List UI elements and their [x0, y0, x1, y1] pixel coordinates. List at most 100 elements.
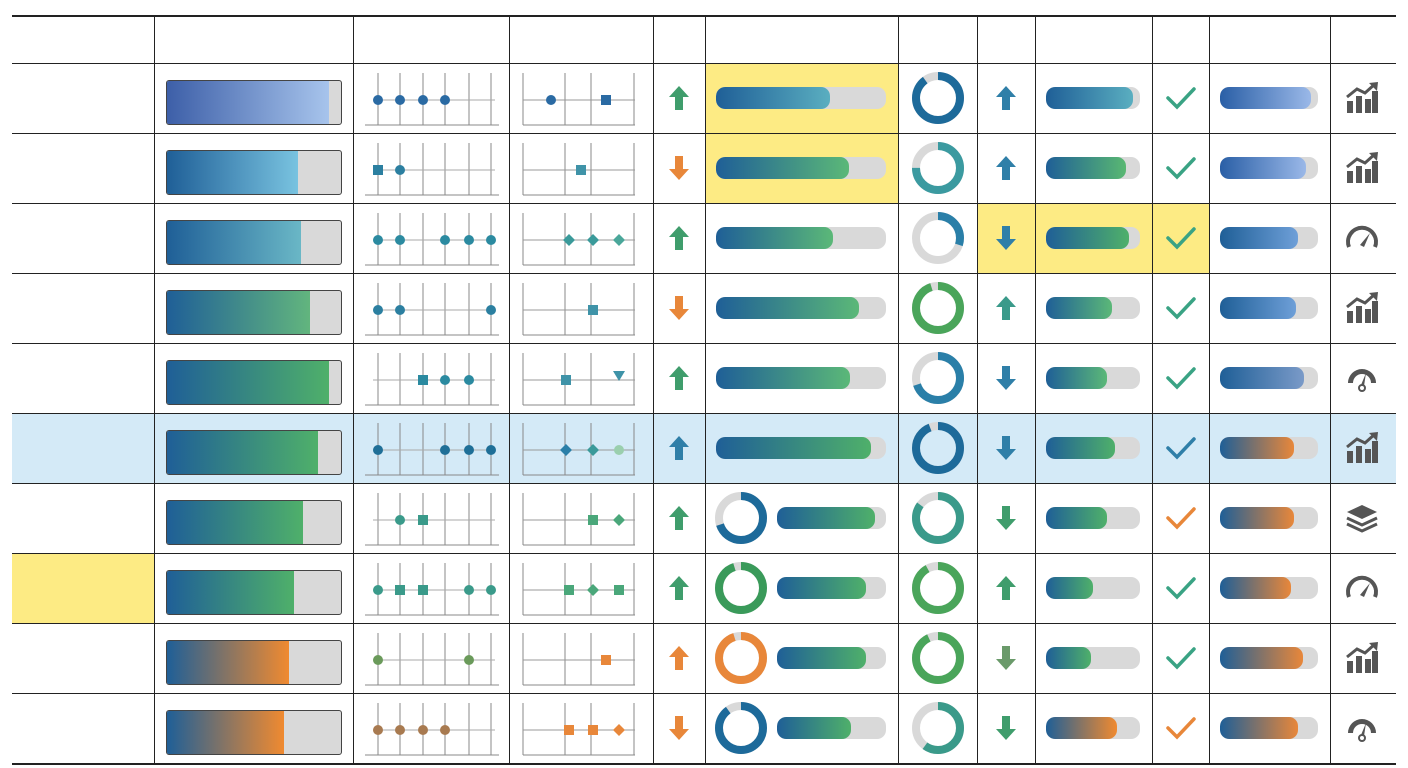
progress-bar-fill	[1046, 87, 1134, 109]
dot-strip	[365, 213, 499, 266]
bar	[1347, 101, 1353, 113]
diamond-marker	[587, 584, 599, 596]
speedometer-icon	[1348, 369, 1376, 392]
progress-ring-arc	[912, 72, 964, 124]
trend-down-icon	[996, 716, 1016, 740]
progress-bar-fill	[1220, 577, 1291, 599]
progress-ring	[912, 212, 964, 264]
progress-bar-fill	[1220, 157, 1307, 179]
progress-ring	[912, 562, 964, 614]
trend-up-icon	[669, 226, 689, 250]
bar	[1372, 161, 1378, 183]
column-divider	[154, 15, 155, 763]
trend-head	[1369, 82, 1378, 91]
check-mark	[1166, 507, 1196, 530]
circle-marker	[373, 95, 383, 105]
progress-bar-fill	[167, 711, 284, 754]
progress-bar-fill	[167, 361, 329, 404]
check-mark	[1166, 367, 1196, 390]
progress-bar-fill	[1220, 227, 1299, 249]
trend-down-icon	[669, 156, 689, 180]
trend-line	[1346, 82, 1377, 99]
trend-up-icon	[996, 576, 1016, 600]
circle-marker	[440, 445, 450, 455]
circle-marker	[464, 445, 474, 455]
gauge-arc	[1346, 225, 1378, 248]
trend-down-icon	[996, 366, 1016, 390]
speed-arc	[1348, 369, 1376, 383]
trend-up-icon-shape	[669, 506, 689, 530]
diamond-marker	[587, 234, 599, 246]
progress-bar	[1220, 87, 1318, 109]
circle-marker	[418, 95, 428, 105]
progress-bar	[716, 437, 886, 459]
bar	[1356, 96, 1362, 113]
progress-ring-arc	[912, 492, 964, 544]
column-divider	[898, 15, 899, 763]
dot-strip	[365, 353, 499, 406]
trend-up-icon-shape	[669, 366, 689, 390]
trend-down-icon	[996, 646, 1016, 670]
trend-up-icon-shape	[669, 646, 689, 670]
column-divider	[705, 15, 706, 763]
header-top-border	[12, 15, 1396, 17]
dot-strip	[365, 563, 499, 616]
circle-marker	[395, 95, 405, 105]
column-divider	[1035, 15, 1036, 763]
trend-line	[1346, 432, 1377, 449]
progress-ring	[912, 282, 964, 334]
chart-growth-icon	[1346, 432, 1378, 463]
bar	[1372, 91, 1378, 113]
square-marker	[418, 375, 428, 385]
circle-marker	[440, 725, 450, 735]
dot-strip	[365, 143, 499, 196]
progress-bar	[716, 227, 886, 249]
bar	[1356, 446, 1362, 463]
progress-bar-fill	[1046, 297, 1112, 319]
row-divider	[12, 343, 1396, 344]
trend-head	[1369, 432, 1378, 441]
mini-chart	[522, 493, 635, 546]
check-icon	[1166, 87, 1196, 110]
progress-bar	[1220, 157, 1318, 179]
progress-bar-fill	[167, 571, 295, 614]
dot-strip	[365, 283, 499, 336]
progress-bar-fill	[1220, 437, 1294, 459]
row-divider	[12, 553, 1396, 554]
progress-bar	[1046, 297, 1140, 319]
progress-ring-arc	[715, 562, 767, 614]
progress-bar-fill	[167, 641, 289, 684]
progress-bar	[1046, 437, 1140, 459]
dot-strip	[365, 423, 499, 476]
bar	[1365, 169, 1371, 183]
square-marker	[601, 95, 611, 105]
progress-bar	[166, 570, 342, 615]
trend-line	[1346, 152, 1377, 169]
diamond-marker	[613, 514, 625, 526]
diamond-marker	[563, 234, 575, 246]
gauge-needle	[1360, 583, 1370, 597]
progress-bar	[166, 150, 342, 195]
progress-bar	[1220, 507, 1318, 529]
progress-bar-fill	[777, 717, 852, 739]
progress-bar	[1220, 227, 1318, 249]
chart-growth-icon	[1346, 82, 1378, 113]
trend-up-icon	[669, 646, 689, 670]
trend-line	[1346, 292, 1377, 309]
progress-bar	[1046, 227, 1140, 249]
trend-up-icon	[996, 296, 1016, 320]
trend-down-icon-shape	[996, 436, 1016, 460]
progress-bar	[1046, 367, 1140, 389]
circle-marker	[440, 375, 450, 385]
bar	[1356, 656, 1362, 673]
progress-bar	[166, 220, 342, 265]
mini-chart	[522, 213, 635, 266]
row-divider	[12, 623, 1396, 624]
square-marker	[418, 515, 428, 525]
trend-head	[1369, 152, 1378, 161]
check-icon	[1166, 577, 1196, 600]
bar	[1372, 301, 1378, 323]
circle-marker	[373, 305, 383, 315]
circle-marker	[395, 725, 405, 735]
